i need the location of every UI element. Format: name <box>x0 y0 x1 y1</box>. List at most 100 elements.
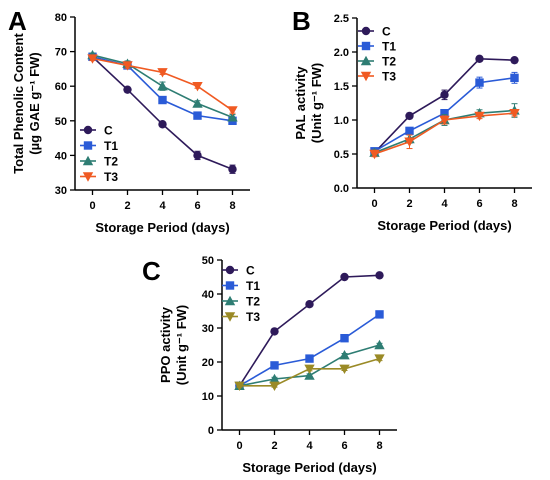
legend-entry-t2: T2 <box>358 55 396 69</box>
series-t1 <box>370 71 519 156</box>
data-point <box>475 54 484 63</box>
data-point <box>374 339 385 350</box>
legend-entry-t3: T3 <box>222 310 260 324</box>
y-axis-title-line: PPO activity <box>158 306 173 383</box>
y-tick-label: 30 <box>202 323 214 335</box>
y-axis-title-line: (µg GAE g⁻¹ FW) <box>27 52 42 154</box>
y-tick-label: 60 <box>55 81 67 93</box>
legend-label: C <box>246 264 255 278</box>
data-point <box>305 300 314 309</box>
data-point <box>157 68 168 78</box>
data-point <box>227 106 238 116</box>
data-point <box>269 381 280 391</box>
legend-label: T1 <box>246 279 260 293</box>
y-tick-label: 1.0 <box>334 115 349 127</box>
legend-label: T1 <box>382 40 396 54</box>
data-point <box>158 120 167 129</box>
y-tick-label: 40 <box>55 150 67 162</box>
y-tick-label: 40 <box>202 289 214 301</box>
data-point <box>304 370 315 380</box>
data-point <box>87 54 98 64</box>
legend-entry-t3: T3 <box>358 70 396 84</box>
x-tick-label: 4 <box>306 440 313 452</box>
legend-label: T3 <box>104 170 118 184</box>
data-point <box>122 61 133 71</box>
x-tick-label: 4 <box>441 198 448 210</box>
x-tick-label: 2 <box>271 440 277 452</box>
legend-label: T2 <box>246 295 260 309</box>
legend-marker <box>225 265 235 275</box>
x-axis-title: Storage Period (days) <box>95 220 229 235</box>
data-point <box>509 109 520 119</box>
legend-marker <box>82 155 94 166</box>
data-point <box>340 334 349 343</box>
y-tick-label: 2.0 <box>334 47 349 59</box>
legend-marker <box>83 125 93 135</box>
data-point <box>158 95 167 105</box>
x-tick-label: 4 <box>159 200 166 212</box>
y-axis-title-line: (Unit g⁻¹ FW) <box>174 305 189 386</box>
data-point <box>404 137 415 147</box>
x-tick-label: 2 <box>124 200 130 212</box>
legend-entry-c: C <box>222 264 255 278</box>
y-axis-title-line: PAL activity <box>293 66 308 140</box>
data-point <box>339 364 350 374</box>
data-point <box>305 354 314 363</box>
y-tick-label: 10 <box>202 391 214 403</box>
legend-entry-t1: T1 <box>358 40 396 54</box>
legend-entry-t2: T2 <box>80 155 118 169</box>
y-axis-title-line: Total Phenolic Content <box>11 33 26 174</box>
data-point <box>405 126 414 136</box>
data-point <box>440 109 449 118</box>
legend-label: T2 <box>104 155 118 169</box>
x-tick-label: 8 <box>511 198 517 210</box>
legend-marker <box>361 26 371 36</box>
x-tick-label: 2 <box>406 198 412 210</box>
legend-marker <box>361 41 371 51</box>
y-tick-label: 80 <box>55 12 67 24</box>
legend-entry-c: C <box>358 25 391 39</box>
x-tick-label: 6 <box>194 200 200 212</box>
data-point <box>157 81 168 91</box>
legend-label: T2 <box>382 55 396 69</box>
legend-marker <box>224 295 236 306</box>
x-axis-title: Storage Period (days) <box>377 218 511 233</box>
data-point <box>123 85 132 94</box>
data-point <box>439 115 450 126</box>
legend-label: T3 <box>246 310 260 324</box>
data-point <box>405 111 414 121</box>
panel-letter: A <box>8 6 27 36</box>
data-point <box>374 354 385 364</box>
data-point <box>440 90 449 100</box>
x-axis-title: Storage Period (days) <box>242 460 376 475</box>
x-tick-label: 8 <box>376 440 382 452</box>
legend-marker <box>360 55 372 66</box>
data-point <box>193 151 202 160</box>
series-t3 <box>369 109 520 160</box>
legend-entry-t1: T1 <box>222 279 260 293</box>
data-point <box>234 381 245 391</box>
legend-marker <box>224 312 236 322</box>
y-axis-title-line: (Unit g⁻¹ FW) <box>309 63 324 144</box>
legend-marker <box>360 71 372 82</box>
data-point <box>474 111 485 122</box>
y-tick-label: 50 <box>55 116 67 128</box>
y-tick-label: 2.5 <box>334 13 349 25</box>
legend-label: C <box>104 124 113 138</box>
y-tick-label: 1.5 <box>334 81 349 93</box>
legend-label: C <box>382 25 391 39</box>
y-tick-label: 0 <box>208 425 214 437</box>
data-point <box>227 112 238 122</box>
y-tick-label: 0.0 <box>334 183 349 195</box>
data-point <box>375 271 384 280</box>
legend-entry-c: C <box>80 124 113 138</box>
data-point <box>304 364 315 374</box>
y-tick-label: 70 <box>55 47 67 59</box>
panel-letter: C <box>142 256 161 286</box>
data-point <box>510 55 519 65</box>
y-tick-label: 20 <box>202 357 214 369</box>
